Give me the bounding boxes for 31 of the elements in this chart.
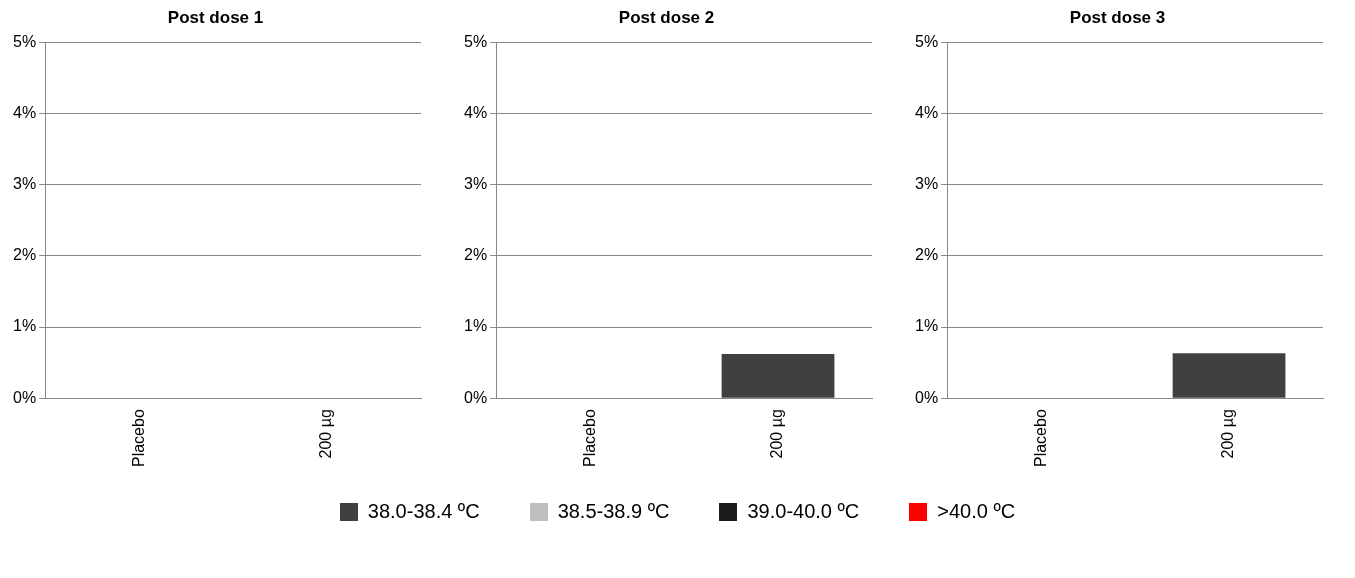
y-tick-label: 1% xyxy=(13,317,37,335)
y-tick-label: 3% xyxy=(915,175,939,193)
chart-title: Post dose 1 xyxy=(167,7,264,27)
y-tick-label: 4% xyxy=(464,103,488,121)
y-tick-label: 5% xyxy=(13,32,37,50)
y-tick-label: 0% xyxy=(915,388,939,406)
y-tick-label: 2% xyxy=(464,246,488,264)
y-tick-label: 2% xyxy=(13,246,37,264)
legend-label: 38.0-38.4 ºC xyxy=(367,500,480,523)
y-tick-label: 1% xyxy=(915,317,939,335)
y-tick-label: 5% xyxy=(464,32,488,50)
x-tick-label: 200 µg xyxy=(317,409,335,459)
y-tick-label: 5% xyxy=(915,32,939,50)
y-tick-label: 0% xyxy=(13,388,37,406)
legend-label: >40.0 ºC xyxy=(937,500,1016,523)
y-tick-label: 4% xyxy=(915,103,939,121)
chart-title: Post dose 2 xyxy=(618,7,715,27)
y-tick-label: 2% xyxy=(915,246,939,264)
legend-label: 38.5-38.9 ºC xyxy=(557,500,670,523)
legend-label: 39.0-40.0 ºC xyxy=(747,500,860,523)
y-tick-label: 4% xyxy=(13,103,37,121)
y-tick-label: 1% xyxy=(464,317,488,335)
x-tick-label: 200 µg xyxy=(768,409,786,459)
y-tick-label: 3% xyxy=(464,175,488,193)
y-tick-label: 3% xyxy=(13,175,37,193)
x-tick-label: Placebo xyxy=(129,409,147,468)
chart-title: Post dose 3 xyxy=(1069,7,1166,27)
x-tick-label: Placebo xyxy=(1031,409,1049,468)
x-tick-label: 200 µg xyxy=(1219,409,1237,459)
y-tick-label: 0% xyxy=(464,388,488,406)
x-tick-label: Placebo xyxy=(580,409,598,468)
